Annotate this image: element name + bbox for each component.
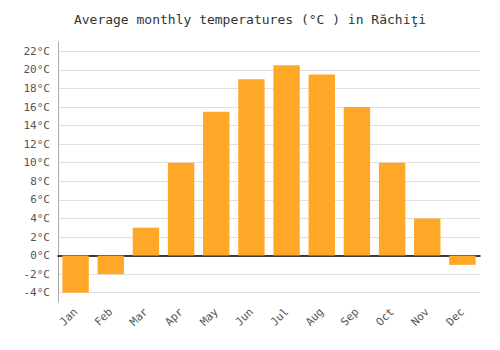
svg-text:Jun: Jun — [233, 305, 256, 328]
svg-text:Feb: Feb — [92, 305, 115, 328]
svg-text:Apr: Apr — [162, 305, 185, 328]
svg-text:18°C: 18°C — [24, 82, 51, 95]
svg-text:10°C: 10°C — [24, 156, 51, 169]
svg-text:22°C: 22°C — [24, 45, 51, 58]
svg-text:4°C: 4°C — [30, 212, 50, 225]
svg-text:16°C: 16°C — [24, 101, 51, 114]
svg-text:8°C: 8°C — [30, 175, 50, 188]
svg-text:Sep: Sep — [338, 305, 361, 328]
svg-text:Nov: Nov — [409, 305, 432, 328]
svg-text:Average monthly temperatures (: Average monthly temperatures (°C ) in Ră… — [74, 12, 426, 27]
svg-text:Jul: Jul — [268, 305, 291, 328]
svg-text:-2°C: -2°C — [24, 268, 51, 281]
svg-text:Oct: Oct — [373, 305, 396, 328]
svg-text:2°C: 2°C — [30, 231, 50, 244]
svg-text:14°C: 14°C — [24, 119, 51, 132]
svg-text:May: May — [198, 305, 221, 328]
svg-text:Jan: Jan — [57, 305, 80, 328]
svg-text:Aug: Aug — [303, 305, 326, 328]
svg-text:Dec: Dec — [444, 305, 467, 328]
svg-text:Mar: Mar — [127, 305, 150, 328]
svg-text:6°C: 6°C — [30, 193, 50, 206]
svg-text:20°C: 20°C — [24, 63, 51, 76]
svg-text:-4°C: -4°C — [24, 286, 51, 299]
svg-text:12°C: 12°C — [24, 138, 51, 151]
svg-text:0°C: 0°C — [30, 249, 50, 262]
